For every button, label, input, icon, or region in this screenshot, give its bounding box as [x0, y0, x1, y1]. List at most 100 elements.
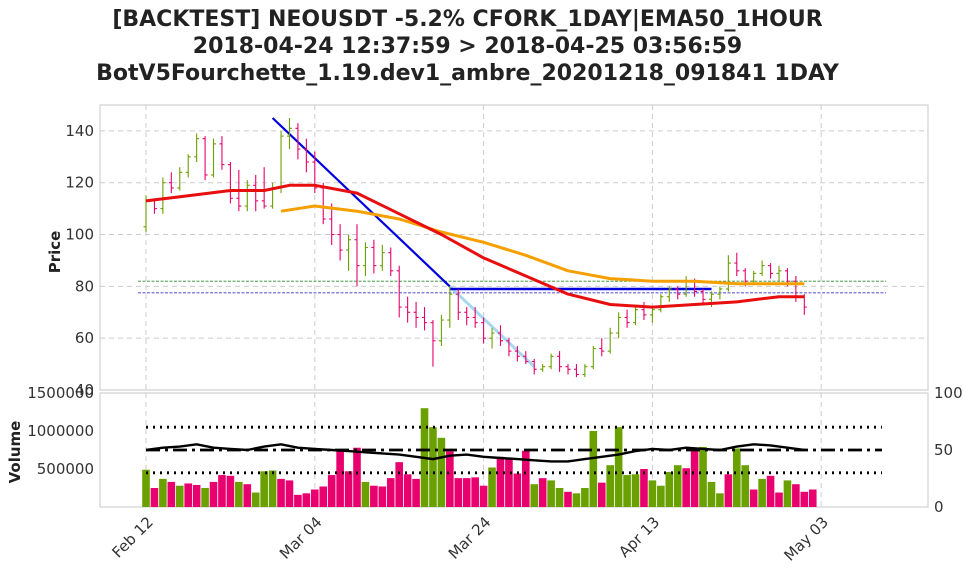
ohlc-candle [658, 294, 664, 313]
ohlc-candle [734, 252, 740, 276]
ohlc-candle [489, 327, 495, 349]
volume-bar [311, 489, 319, 507]
ohlc-candle [253, 174, 259, 212]
ohlc-candle [540, 364, 546, 372]
volume-bar [353, 447, 361, 507]
ohlc-candle [379, 244, 385, 271]
ohlc-candle [337, 224, 343, 261]
volume-bar [496, 456, 505, 507]
ohlc-candle [447, 286, 453, 328]
volume-bar [378, 486, 387, 507]
ohlc-candle [227, 162, 233, 204]
volume-bar [623, 475, 631, 507]
volume-bar [505, 457, 513, 507]
price-plot-frame [99, 104, 929, 391]
ohlc-candle [438, 314, 444, 346]
volume-tick-label: 1000000 [27, 422, 94, 440]
ohlc-candle [168, 172, 174, 194]
ohlc-candle [185, 154, 191, 178]
volume-bar [159, 478, 167, 507]
trend-line-light [448, 285, 536, 368]
ohlc-candle [219, 136, 225, 170]
volume-bar [758, 478, 766, 507]
volume-bar [597, 482, 606, 507]
volume-bar [716, 493, 724, 507]
volume-bar [361, 481, 370, 507]
volume-axis-label: Volume [6, 421, 24, 484]
volume-tick-label: 500000 [37, 460, 94, 478]
volume-bar [395, 462, 403, 507]
volume-bar [344, 471, 353, 507]
ohlc-candle [261, 167, 267, 209]
volume-bar [446, 451, 454, 507]
volume-bar [319, 486, 328, 507]
volume-bar [370, 485, 378, 507]
volume-bar [775, 492, 783, 507]
volume-bar [260, 471, 268, 507]
volume-bar [733, 448, 741, 507]
ohlc-candle [717, 286, 723, 300]
x-tick-label: Mar 04 [276, 513, 326, 563]
rsi-tick-label: 50 [934, 441, 953, 459]
ohlc-candle [725, 255, 731, 292]
volume-bar [167, 481, 176, 507]
ohlc-candle [405, 296, 411, 323]
volume-bar [792, 484, 800, 507]
volume-bar [386, 478, 395, 507]
ohlc-candle [464, 307, 470, 326]
ohlc-candle [751, 270, 757, 284]
volume-bar [564, 491, 572, 507]
volume-bar [749, 489, 758, 507]
price-tick-label: 140 [65, 122, 94, 140]
volume-bar [192, 484, 201, 507]
ohlc-candle [295, 123, 301, 160]
volume-bar [150, 488, 159, 507]
ohlc-candle [371, 239, 377, 274]
volume-tick-label: 1500000 [27, 384, 94, 402]
ohlc-candle [481, 317, 487, 344]
ohlc-candle [759, 260, 765, 276]
ohlc-candle [244, 180, 250, 212]
ohlc-candle [548, 353, 554, 370]
rsi-tick-label: 0 [934, 498, 944, 516]
ohlc-candle [700, 288, 706, 305]
volume-bar [631, 474, 640, 507]
volume-bar [142, 469, 150, 507]
volume-bar [243, 484, 252, 507]
ohlc-candle [506, 338, 512, 357]
volume-bar [648, 480, 657, 507]
ohlc-candle [413, 301, 419, 328]
price-panel: 40 60 80 100 120 140 [65, 104, 929, 399]
volume-bar [724, 474, 733, 507]
ohlc-candle [633, 307, 639, 326]
price-tick-label: 40 [75, 381, 94, 399]
ohlc-candle [776, 265, 782, 282]
ohlc-candle [211, 138, 217, 178]
ohlc-candle [565, 364, 571, 375]
volume-bar [741, 465, 750, 507]
ema-orange-line [280, 204, 805, 286]
volume-bar [226, 475, 235, 507]
volume-bar [209, 481, 218, 507]
ohlc-candle [514, 345, 520, 362]
title-line-3: BotV5Fourchette_1.19.dev1_ambre_20201218… [96, 61, 839, 86]
volume-bar [665, 472, 674, 507]
volume-bar [175, 485, 184, 507]
ohlc-candle [194, 133, 200, 162]
ohlc-candle [346, 234, 352, 271]
ohlc-candle [582, 364, 588, 378]
volume-bar [522, 450, 530, 507]
volume-bar [513, 473, 522, 507]
volume-bar [201, 488, 209, 507]
price-tick-label: 80 [75, 277, 94, 295]
volume-bar [471, 477, 479, 507]
trend-line-down [271, 117, 451, 288]
rsi-tick-label: 100 [934, 384, 963, 402]
volume-bar [606, 465, 614, 507]
volume-bar [690, 450, 699, 507]
volume-bar [454, 478, 463, 507]
ohlc-candle [388, 247, 394, 276]
ohlc-candle [202, 136, 208, 181]
volume-bar [285, 480, 294, 507]
ema-red-line [145, 183, 805, 309]
